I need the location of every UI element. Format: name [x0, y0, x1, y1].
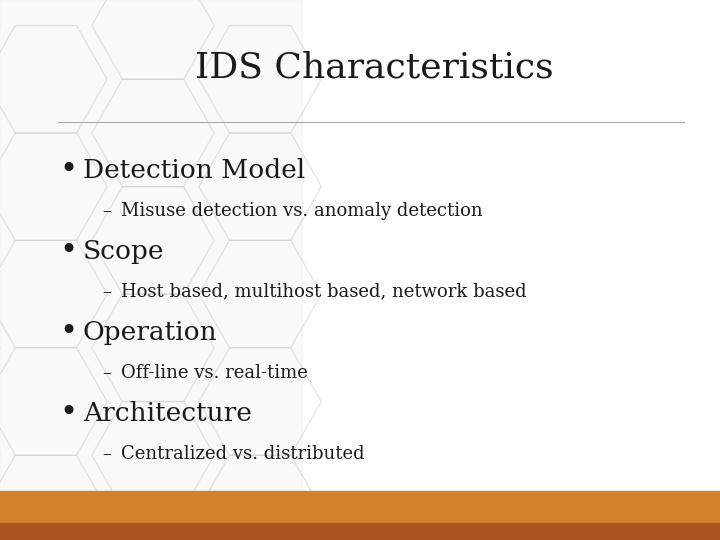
Text: Detection Model: Detection Model	[83, 158, 305, 183]
Text: Off-line vs. real-time: Off-line vs. real-time	[121, 363, 308, 382]
Text: Scope: Scope	[83, 239, 164, 264]
Bar	[0, 491, 720, 540]
Text: •: •	[59, 154, 78, 186]
Text: –: –	[102, 201, 111, 220]
Text: –: –	[102, 444, 111, 463]
Text: •: •	[59, 235, 78, 267]
Text: Operation: Operation	[83, 320, 217, 345]
Text: –: –	[102, 363, 111, 382]
Text: –: –	[102, 282, 111, 301]
Text: Host based, multihost based, network based: Host based, multihost based, network bas…	[121, 282, 526, 301]
Bar	[0, 0, 302, 491]
Bar	[0, 523, 720, 540]
Text: •: •	[59, 316, 78, 348]
Text: Misuse detection vs. anomaly detection: Misuse detection vs. anomaly detection	[121, 201, 482, 220]
Text: IDS Characteristics: IDS Characteristics	[195, 51, 554, 84]
Text: •: •	[59, 397, 78, 429]
Text: Centralized vs. distributed: Centralized vs. distributed	[121, 444, 364, 463]
Text: Architecture: Architecture	[83, 401, 252, 426]
